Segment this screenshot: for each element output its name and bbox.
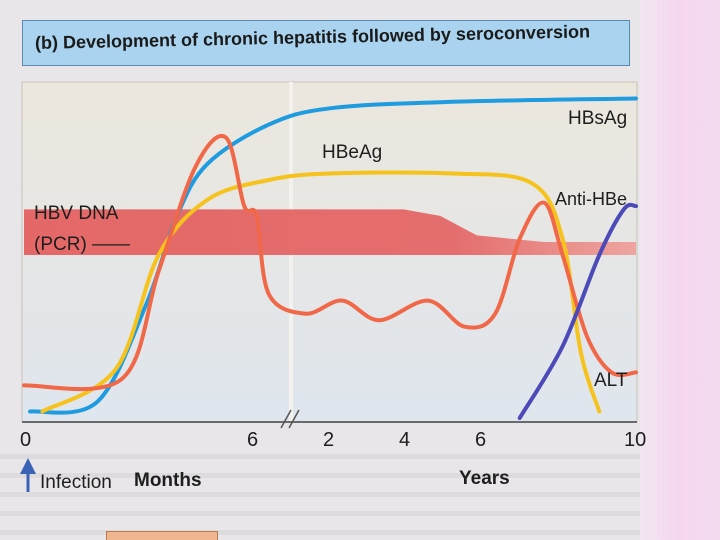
series-label-hbv-dna-pcr: (PCR) —— (34, 234, 130, 255)
chart-title-box: (b) Development of chronic hepatitis fol… (22, 20, 630, 66)
tick-label-6-years: 6 (475, 429, 486, 451)
next-figure-tab (106, 531, 218, 540)
series-label-hbv-dna: HBV DNA (34, 203, 119, 224)
series-label-anti-hbe: Anti-HBe (555, 189, 627, 209)
series-label-alt: ALT (594, 370, 628, 391)
x-axis-label-months: Months (134, 470, 202, 491)
series-line-anti-hbe (517, 202, 638, 420)
infection-arrow-icon (20, 458, 36, 492)
x-axis-label-years: Years (459, 468, 510, 489)
series-line-alt (22, 134, 638, 392)
axis-break-symbol (280, 409, 300, 429)
series-line-hbeag (40, 170, 602, 414)
tick-label-6-months: 6 (247, 429, 258, 451)
page-background-text (0, 440, 640, 540)
tick-label-0: 0 (20, 429, 31, 451)
infection-label: Infection (40, 472, 112, 493)
series-label-hbeag: HBeAg (322, 142, 382, 163)
series-line-hbsag (28, 96, 638, 415)
series-layer (22, 96, 638, 420)
tick-label-4-years: 4 (399, 429, 410, 451)
series-label-hbsag: HBsAg (568, 108, 627, 129)
page-edge (640, 0, 720, 540)
tick-label-2-years: 2 (323, 429, 334, 451)
tick-label-10-years: 10 (624, 429, 646, 451)
